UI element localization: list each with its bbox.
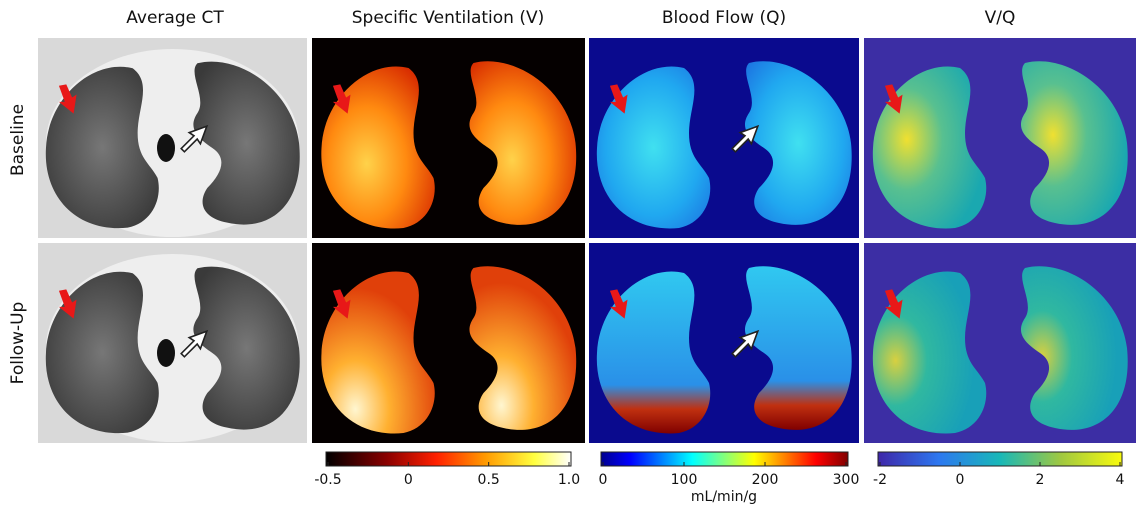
image-panel [38,38,307,238]
image-panel [864,38,1136,238]
colorbar-tick-label: 200 [752,472,779,488]
colorbar [877,451,1123,467]
row-label: Follow-Up [8,302,28,385]
trachea [157,134,175,162]
colorbar-tick-label: -2 [873,472,887,488]
image-panel [589,243,859,443]
column-title: Average CT [126,8,224,28]
colorbar-tick-label: 0 [956,472,965,488]
image-panel [38,243,307,443]
trachea [157,339,175,367]
colorbar-tick-label: 0.5 [478,472,500,488]
image-grid [38,38,1136,443]
colorbar-tick-label: 100 [671,472,698,488]
colorbar [325,451,572,467]
column-title: V/Q [985,8,1016,28]
colorbar [600,451,849,467]
colorbar-ticks: -0.5 0 0.5 1.0 0 100 200 300 -2 0 2 4 [314,462,1125,488]
colorbar-tick-label: 4 [1116,472,1125,488]
colorbar-tick-label: 300 [833,472,860,488]
image-panel [864,243,1136,443]
colorbar-tick-label: 0 [404,472,413,488]
colorbar-tick-label: 2 [1036,472,1045,488]
colorbar-unit: mL/min/g [691,489,757,505]
image-panel [312,243,585,443]
colorbar-tick-label: -0.5 [314,472,341,488]
colorbar-tick-label: 0 [599,472,608,488]
row-label: Baseline [8,104,28,176]
image-panel [312,38,585,238]
column-title: Specific Ventilation (V) [352,8,545,28]
column-title: Blood Flow (Q) [662,8,786,28]
image-panel [589,38,859,238]
colorbar-tick-label: 1.0 [558,472,580,488]
